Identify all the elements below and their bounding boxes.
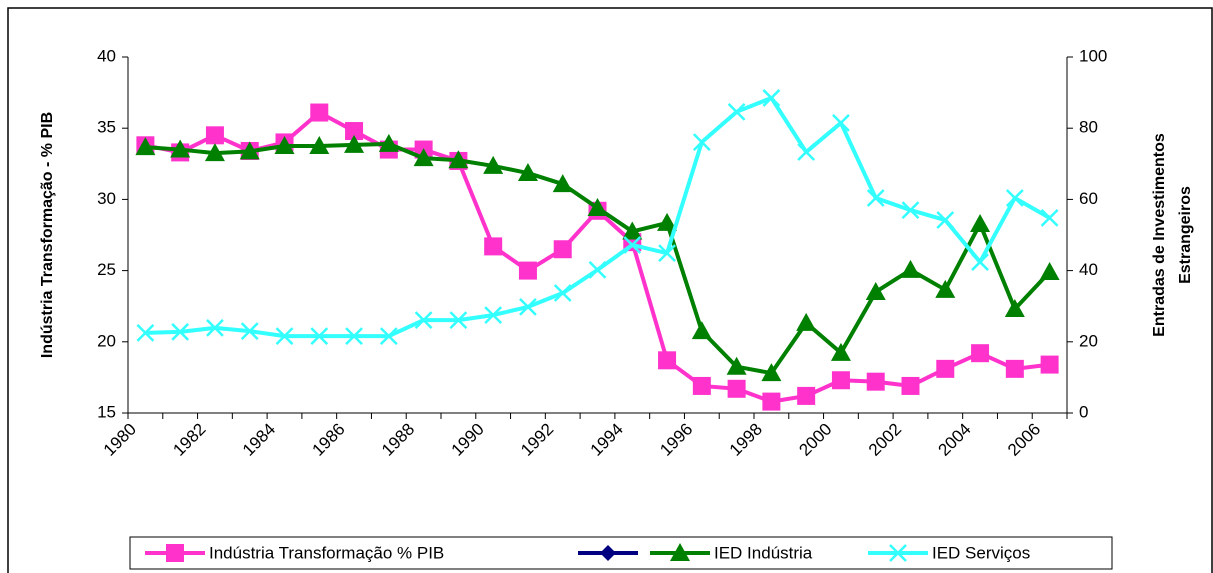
- data-point: [935, 279, 956, 298]
- data-point: [553, 240, 572, 259]
- data-point: [970, 213, 991, 232]
- data-point: [658, 244, 676, 263]
- data-point: [901, 376, 920, 395]
- data-point: [1005, 189, 1024, 207]
- data-point: [239, 141, 260, 160]
- data-point: [692, 376, 711, 395]
- y2-tick-label: 60: [1079, 189, 1098, 208]
- data-point: [1040, 355, 1059, 374]
- data-point: [762, 392, 781, 411]
- data-point: [1040, 209, 1059, 227]
- y-tick-label: 40: [97, 46, 116, 65]
- data-point: [449, 311, 468, 329]
- data-point: [762, 89, 781, 107]
- y2-tick-label: 40: [1079, 260, 1098, 279]
- y2-tick-label: 0: [1079, 402, 1088, 421]
- data-point: [901, 201, 920, 219]
- data-point: [135, 137, 156, 156]
- data-point: [797, 143, 816, 161]
- data-point: [517, 163, 538, 182]
- data-point: [309, 136, 330, 154]
- legend-label: Indústria Transformação % PIB: [209, 543, 444, 562]
- y2-tick-label: 100: [1079, 46, 1107, 65]
- data-point: [726, 356, 747, 375]
- data-point: [310, 103, 329, 122]
- y2-axis-label: Estrangeiros: [1177, 186, 1194, 284]
- y2-tick-label: 80: [1079, 118, 1098, 137]
- data-point: [727, 379, 746, 398]
- data-point: [274, 136, 295, 154]
- data-point: [830, 342, 851, 361]
- data-point: [727, 102, 746, 121]
- data-point: [971, 253, 989, 271]
- data-point: [831, 371, 850, 390]
- data-point: [205, 126, 224, 145]
- legend-label: IED Serviços: [932, 543, 1030, 562]
- y-tick-label: 30: [97, 189, 116, 208]
- data-point: [865, 281, 886, 300]
- y-axis-label: Indústria Transformação - % PIB: [39, 112, 56, 358]
- data-point: [1004, 299, 1025, 318]
- data-point: [206, 319, 224, 337]
- data-point: [484, 237, 503, 256]
- data-point: [657, 212, 678, 231]
- data-point: [936, 359, 955, 378]
- data-point: [170, 139, 191, 158]
- data-point: [796, 312, 817, 331]
- data-point: [552, 174, 573, 193]
- data-point: [1039, 262, 1060, 281]
- data-point: [832, 113, 850, 132]
- data-point: [553, 284, 572, 302]
- data-point: [519, 298, 537, 316]
- data-point: [379, 327, 398, 345]
- data-point: [171, 322, 190, 341]
- data-point: [345, 122, 364, 141]
- data-point: [378, 133, 399, 152]
- y2-axis-label: Entradas de Investimentos: [1151, 133, 1168, 337]
- data-point: [204, 143, 225, 162]
- data-point: [692, 133, 711, 151]
- data-point: [484, 306, 503, 324]
- y2-tick-label: 20: [1079, 331, 1098, 350]
- data-point: [136, 324, 155, 342]
- data-point: [936, 211, 955, 229]
- data-point: [691, 321, 712, 340]
- data-point: [900, 259, 921, 278]
- data-point: [413, 148, 434, 167]
- data-point: [448, 150, 469, 169]
- data-point: [622, 221, 643, 240]
- data-point: [345, 327, 363, 345]
- y-tick-label: 35: [97, 118, 116, 137]
- data-point: [866, 372, 885, 391]
- data-point: [1005, 359, 1024, 378]
- legend-marker: [166, 544, 184, 562]
- legend-label: IED Indústria: [714, 543, 813, 562]
- data-point: [310, 327, 329, 345]
- y-tick-label: 20: [97, 331, 116, 350]
- data-point: [761, 363, 782, 382]
- data-point: [658, 351, 677, 370]
- data-point: [587, 197, 608, 216]
- data-point: [623, 236, 642, 254]
- legend-marker: [670, 543, 690, 561]
- legend-marker: [889, 544, 907, 562]
- y-tick-label: 15: [97, 402, 116, 421]
- data-point: [483, 155, 504, 174]
- data-point: [518, 261, 537, 280]
- data-point: [971, 344, 990, 363]
- data-point: [866, 189, 885, 207]
- legend-marker: [600, 545, 616, 561]
- data-point: [275, 327, 294, 345]
- y-tick-label: 25: [97, 260, 116, 279]
- data-point: [414, 311, 433, 329]
- data-point: [588, 261, 607, 279]
- data-point: [797, 386, 816, 405]
- data-point: [344, 134, 365, 153]
- data-point: [240, 322, 259, 341]
- chart-border: [7, 7, 1213, 573]
